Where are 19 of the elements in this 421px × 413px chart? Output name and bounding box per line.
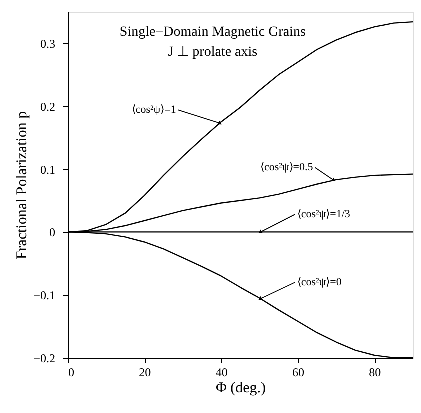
- y-tick-label: 0.3: [40, 36, 56, 51]
- text: J ⊥ prolate axis: [168, 45, 258, 60]
- text: Single−Domain Magnetic Grains: [120, 25, 306, 40]
- x-tick-label: 20: [139, 366, 152, 380]
- y-axis-title: Fractional Polarization p: [14, 111, 31, 260]
- y-tick-label: 0.1: [40, 162, 56, 177]
- annotation: ⟨cos²ψ⟩=1/3: [297, 208, 351, 221]
- y-tick-label: 0: [50, 226, 56, 240]
- annotation: ⟨cos²ψ⟩=0: [297, 276, 342, 289]
- x-tick-label: 80: [369, 366, 382, 380]
- y-tick-label: −0.2: [34, 352, 56, 366]
- x-axis-title: Φ (deg.): [216, 380, 266, 396]
- y-tick-label: −0.1: [34, 288, 56, 303]
- x-tick-label: 0: [68, 366, 74, 380]
- x-tick-label: 60: [292, 366, 304, 380]
- x-tick-label: 40: [216, 366, 228, 380]
- y-tick-label: 0.2: [40, 100, 56, 114]
- annotation: ⟨cos²ψ⟩=0.5: [260, 162, 314, 174]
- annotation: ⟨cos²ψ⟩=1: [132, 104, 176, 116]
